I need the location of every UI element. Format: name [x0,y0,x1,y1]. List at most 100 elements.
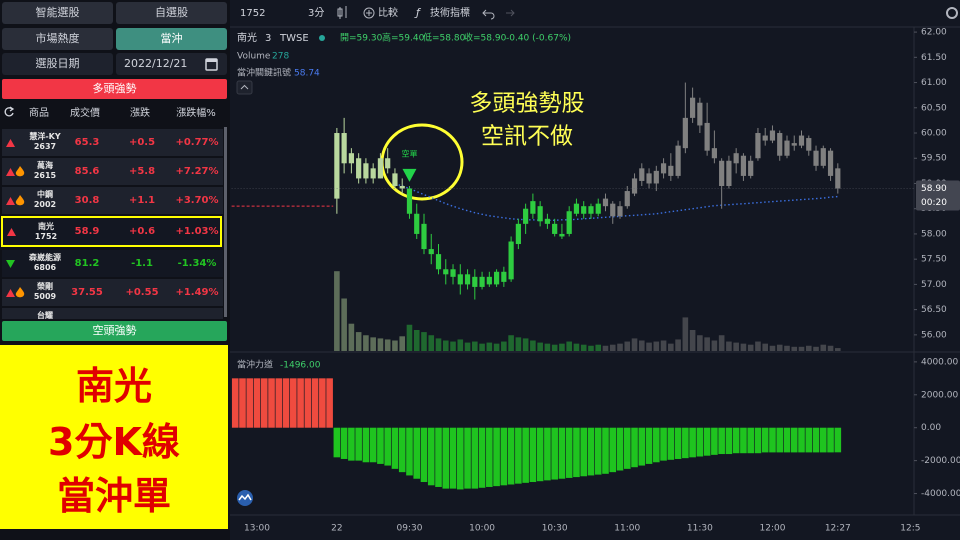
up-icon [6,139,15,147]
stock-name: 森崴能源 [29,253,61,262]
x-tick-label: 10:00 [469,524,495,534]
stock-name: 萬海 [37,161,53,170]
volume-bar [798,346,805,351]
calendar-icon[interactable] [205,57,219,71]
candle-body [624,191,630,207]
stock-row[interactable]: 中鋼 2002 30.8 +1.1 +3.70% [2,187,223,214]
volume-bar [406,324,413,351]
undo-icon[interactable] [482,9,495,20]
last-price-label: 58.90 [921,184,947,194]
power-bar [602,427,609,474]
hot-icon [15,195,25,206]
volume-bar [740,343,747,351]
power-bar [420,427,428,483]
volume-bar [413,330,420,351]
bear-section[interactable]: 空頭強勢 [2,321,227,341]
candle-body [464,274,471,285]
power-bar [747,427,754,454]
candle-body [704,122,710,151]
toolbar [230,0,960,27]
stock-row-selected[interactable]: 南光 1752 58.9 +0.6 +1.03% [1,216,222,247]
candle-body [740,155,747,176]
change: +0.55 [125,287,159,298]
volume-bar [718,335,725,351]
compare-icon[interactable] [363,7,375,19]
candle-body [552,223,558,234]
power-bar [493,427,500,487]
tab[interactable]: 市場熱度 [2,28,113,50]
power-bar [297,378,304,428]
tab[interactable]: 自選股 [116,2,227,24]
candle-body [798,135,805,146]
candle-body [653,170,659,184]
volume-bar [769,345,776,351]
power-bar [689,427,696,458]
candle-body [610,203,616,217]
volume-bar [595,344,602,351]
volume-bar [428,335,435,351]
stock-name: 慧洋-KY [29,132,61,141]
y-tick-label: 60.50 [921,103,947,113]
stock-row-partial[interactable]: 台耀 [2,308,223,319]
volume-bar [522,338,529,351]
volume-bar [813,346,819,351]
stock-code: 1752 [34,232,58,241]
column-header[interactable]: 漲跌 [130,108,150,119]
power-bar [268,378,275,428]
stock-code: 6806 [33,263,57,272]
stock-row[interactable]: 榮剛 5009 37.55 +0.55 +1.49% [2,279,223,306]
indicator-icon[interactable]: ƒ [414,6,422,19]
column-header[interactable]: 漲跌幅% [176,108,216,119]
stock-row[interactable]: 萬海 2615 85.6 +5.8 +7.27% [2,158,223,185]
scrollbar[interactable] [224,127,227,317]
tab-selected[interactable]: 當沖 [116,28,227,50]
bull-section[interactable]: 多頭強勢 [2,79,227,99]
change: +0.6 [128,226,156,237]
interval-button[interactable]: 3分 [308,7,324,19]
volume-bar [399,336,406,351]
y-tick-label: 57.50 [921,255,947,265]
change-pct: +0.77% [175,137,219,148]
candle-body [530,201,536,214]
redo-icon[interactable] [506,9,515,17]
symbol[interactable]: 1752 [240,8,265,19]
volume-bar [631,338,638,351]
change-pct: +1.03% [175,226,219,237]
legend-high: 高=59.40 [382,32,425,44]
volume-bar [653,341,660,351]
stock-row[interactable]: 森崴能源 6806 81.2 -1.1 -1.34% [2,250,223,277]
power-bar [638,427,646,466]
compare-button[interactable]: 比較 [378,6,398,19]
candle-type-icon[interactable] [337,6,347,19]
countdown: 00:20 [921,198,947,208]
candle-body [660,163,667,174]
volume-bar [835,348,841,351]
volume-bar [646,342,652,351]
candle-body [595,203,601,214]
power-bar [790,427,798,453]
collapse-button[interactable] [236,80,253,95]
power-bar [391,427,399,469]
change: +0.5 [128,137,156,148]
change-pct: +3.70% [175,195,219,206]
candle-body [385,158,391,169]
indicators-button[interactable]: 技術指標 [430,6,470,19]
refresh-icon[interactable] [3,106,15,118]
settings-icon[interactable] [946,7,958,19]
stock-name-code: 萬海 2615 [24,161,66,181]
x-tick-label: 09:30 [397,524,423,534]
tab[interactable]: 智能選股 [2,2,113,24]
legend-exchange: TWSE [279,33,309,44]
x-tick-label: 12:27 [825,524,851,534]
date-input[interactable]: 2022/12/21 [116,53,227,75]
column-header[interactable]: 成交價 [70,108,100,119]
volume-bar [537,342,543,351]
legend-open: 開=59.30 [340,33,383,44]
column-header[interactable]: 商品 [29,108,49,119]
power-bar [362,427,370,463]
stock-row[interactable]: 慧洋-KY 2637 65.3 +0.5 +0.77% [2,129,223,156]
power-bar [703,427,711,456]
y-tick-label: 62.00 [921,28,947,38]
last-price-tag [916,180,960,211]
power-bar [783,427,791,453]
